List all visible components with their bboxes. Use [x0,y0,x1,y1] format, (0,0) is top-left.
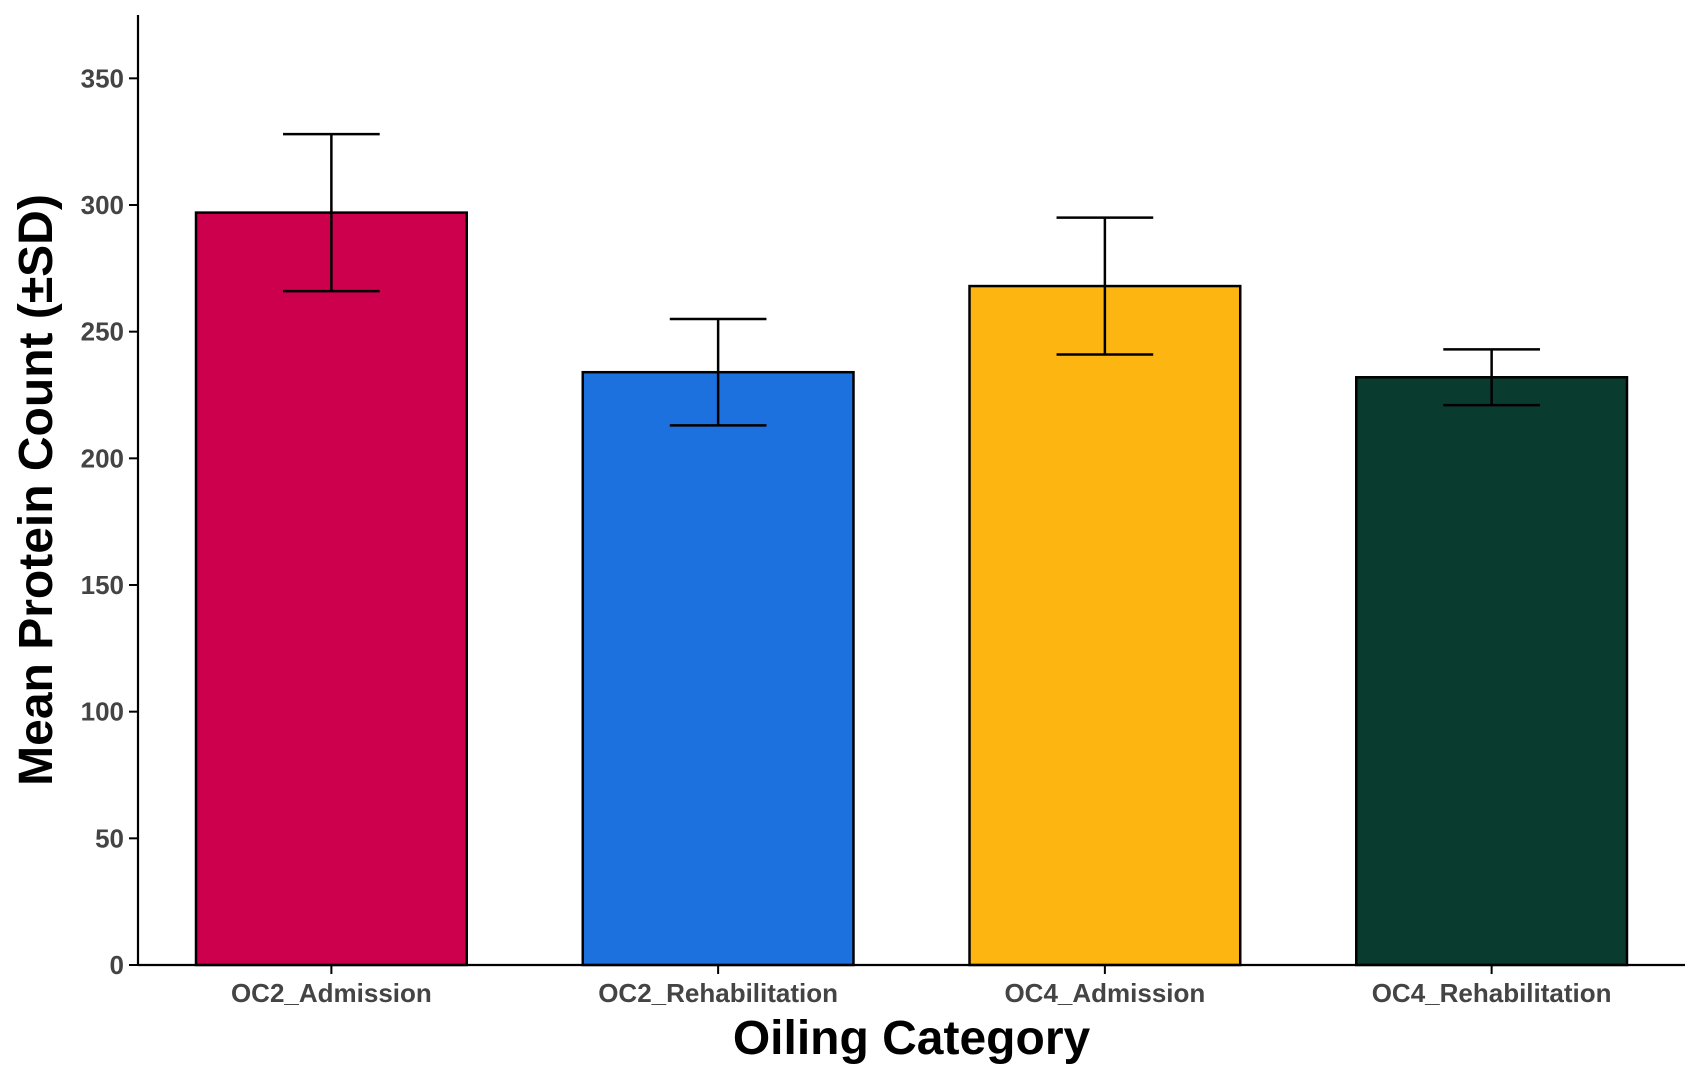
x-axis-title: Oiling Category [733,1012,1091,1065]
x-tick-label: OC2_Rehabilitation [598,978,838,1008]
y-tick-label: 0 [110,950,124,980]
error-bar-OC2_Admission [283,132,380,293]
x-tick-label: OC4_Admission [1004,978,1205,1008]
y-tick-label: 200 [81,443,124,473]
x-ticks-group: OC2_Admission OC2_Rehabilitation OC4_Admis… [231,965,1612,1008]
y-tick-label: 100 [81,697,124,727]
bar-OC4_Admission [968,284,1242,967]
error-bar-OC2_Rehabilitation [669,317,767,427]
bars-group [194,211,1629,967]
x-tick-label: OC4_Rehabilitation [1372,978,1612,1008]
error-bar-OC4_Rehabilitation [1443,348,1540,407]
error-bar-OC4_Admission [1056,216,1154,356]
bar-OC2_Admission [194,211,468,967]
y-tick-label: 150 [81,570,124,600]
error-bars-group [283,132,1540,427]
y-tick-label: 350 [81,63,124,93]
y-tick-label: 300 [81,190,124,220]
y-axis-title: Mean Protein Count (±SD) [10,194,63,786]
y-tick-label: 50 [95,823,124,853]
x-tick-label: OC2_Admission [231,978,432,1008]
bar-OC2_Rehabilitation [581,370,855,967]
y-tick-label: 250 [81,317,124,347]
y-ticks-group: 0 50 100 150 200 250 300 350 [81,63,138,980]
bar-OC4_Rehabilitation [1355,376,1629,967]
